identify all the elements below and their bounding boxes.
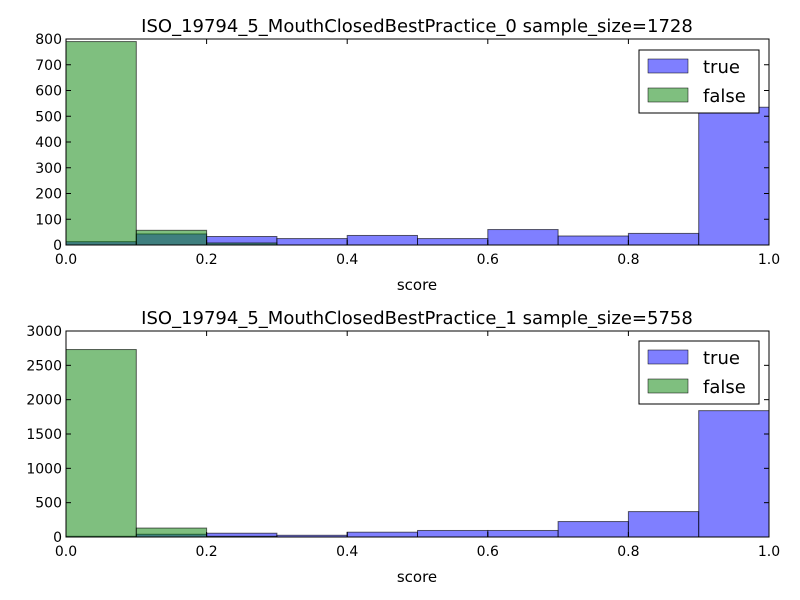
bars-group: [65, 349, 770, 538]
legend-label-true: true: [703, 348, 740, 369]
legend-swatch-true: [647, 58, 689, 74]
bar-true-bin-8: [627, 511, 700, 538]
x-tick-label: 0.0: [55, 252, 77, 268]
y-tick-label: 100: [35, 212, 62, 228]
y-tick-label: 500: [35, 496, 62, 512]
y-tick-label: 800: [35, 32, 62, 48]
x-tick-label: 0.2: [195, 544, 217, 560]
axes-frame: [65, 330, 770, 538]
bar-false-bin-0: [65, 41, 137, 246]
bar-true-bin-4: [346, 234, 419, 246]
bar-true-bin-7: [557, 235, 629, 246]
x-tick-label: 0.6: [477, 544, 499, 560]
y-tick-label: 400: [35, 135, 62, 151]
bar-true-bin-7: [557, 521, 629, 538]
bar-true-bin-5: [417, 238, 489, 246]
y-tick-label: 300: [35, 161, 62, 177]
chart-title: ISO_19794_5_MouthClosedBestPractice_1 sa…: [141, 308, 693, 329]
bar-false-bin-1: [135, 527, 208, 538]
legend: true false: [638, 49, 760, 114]
bar-true-bin-8: [627, 232, 700, 246]
x-axis-label: score: [397, 276, 437, 294]
bar-false-bin-0: [65, 349, 137, 538]
x-tick-label: 0.0: [55, 544, 77, 560]
legend: true false: [638, 340, 760, 405]
bar-true-bin-6: [487, 229, 559, 246]
x-tick-label: 0.4: [336, 252, 358, 268]
x-axis-label: score: [397, 568, 437, 586]
x-tick-label: 1.0: [758, 544, 780, 560]
legend-label-false: false: [703, 377, 746, 398]
x-axis-ticks: 0.0 0.2 0.4 0.6 0.8 1.0: [55, 331, 780, 560]
y-tick-label: 1500: [26, 427, 62, 443]
bar-true-bin-9: [698, 106, 770, 246]
legend-swatch-true: [647, 349, 689, 365]
bar-true-bin-6: [487, 529, 559, 538]
bar-true-bin-4: [346, 531, 419, 538]
legend-label-false: false: [703, 86, 746, 107]
y-tick-label: 600: [35, 84, 62, 100]
y-tick-label: 2500: [26, 358, 62, 374]
y-axis-ticks: 0 100 200 300 400 500 600 700 800: [35, 32, 769, 254]
y-tick-label: 200: [35, 187, 62, 203]
axes-frame: [65, 38, 770, 246]
y-tick-label: 3000: [26, 324, 62, 340]
bar-true-bin-9: [698, 410, 770, 538]
y-tick-label: 0: [53, 530, 62, 546]
x-tick-label: 0.4: [336, 544, 358, 560]
legend-swatch-false: [647, 87, 689, 103]
y-tick-label: 1000: [26, 461, 62, 477]
histogram-panel-top: ISO_19794_5_MouthClosedBestPractice_0 sa…: [35, 16, 780, 294]
x-tick-label: 1.0: [758, 252, 780, 268]
histogram-panel-bottom: ISO_19794_5_MouthClosedBestPractice_1 sa…: [26, 308, 780, 586]
y-tick-label: 0: [53, 238, 62, 254]
x-tick-label: 0.8: [617, 544, 639, 560]
bars-group: [65, 41, 770, 246]
x-tick-label: 0.8: [617, 252, 639, 268]
bar-true-bin-3: [276, 238, 348, 246]
y-tick-label: 500: [35, 109, 62, 125]
legend-label-true: true: [703, 57, 740, 78]
y-tick-label: 2000: [26, 393, 62, 409]
y-tick-label: 700: [35, 58, 62, 74]
x-tick-label: 0.2: [195, 252, 217, 268]
bar-true-bin-5: [417, 529, 489, 538]
x-tick-label: 0.6: [477, 252, 499, 268]
legend-swatch-false: [647, 378, 689, 394]
bar-false-bin-1: [135, 229, 208, 246]
x-axis-ticks: 0.0 0.2 0.4 0.6 0.8 1.0: [55, 39, 780, 268]
chart-title: ISO_19794_5_MouthClosedBestPractice_0 sa…: [141, 16, 693, 37]
